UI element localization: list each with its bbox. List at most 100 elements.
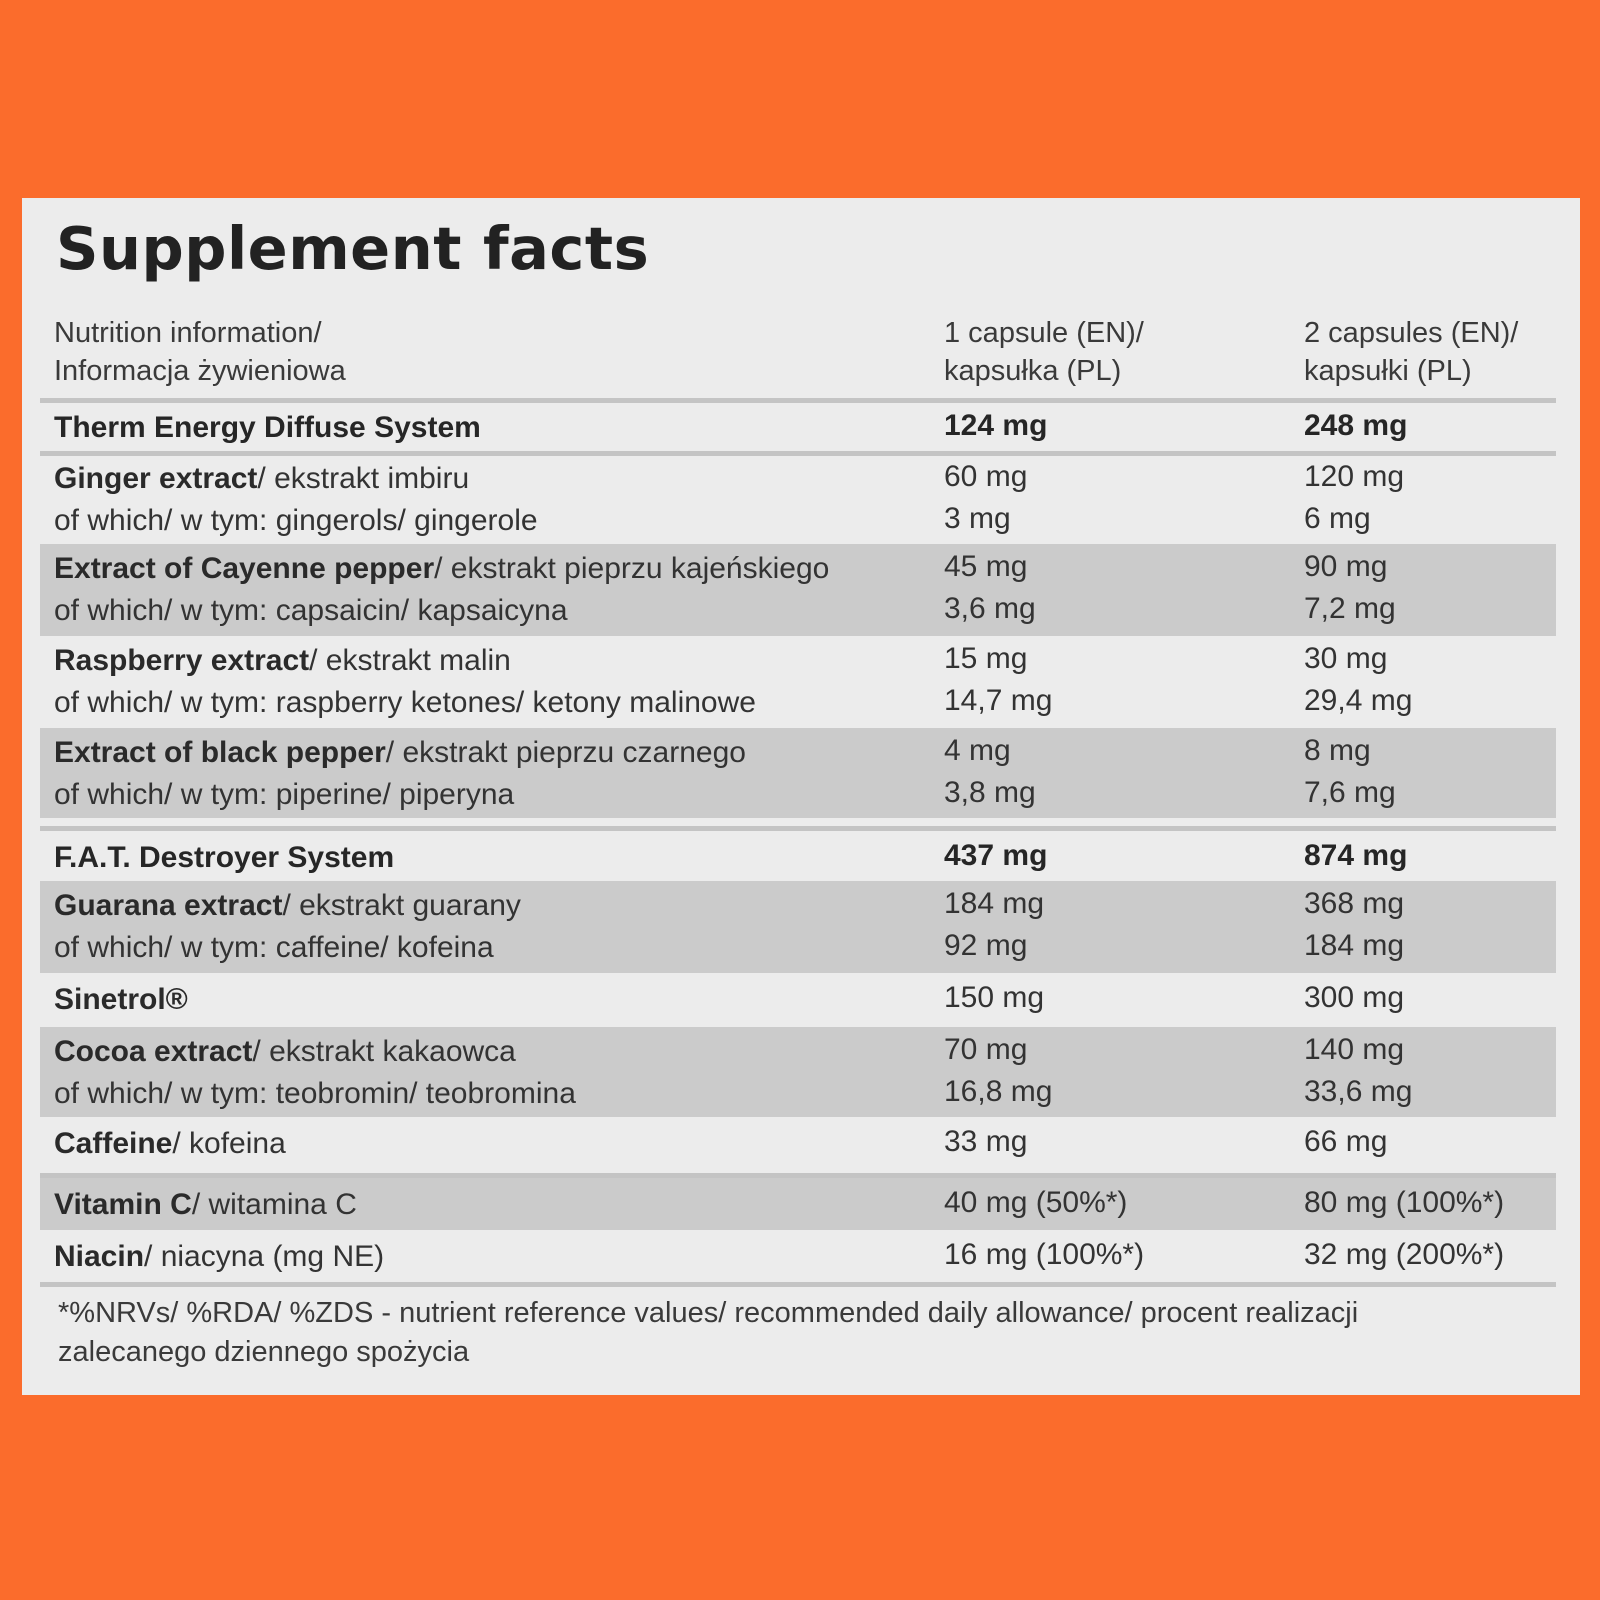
value-2-capsules: 300 mg <box>1304 981 1405 1014</box>
value-sub: 7,2 mg <box>1304 592 1396 625</box>
value: 120 mg <box>1304 460 1405 493</box>
ingredient-translation: / kofeina <box>172 1127 286 1160</box>
value-1-capsule: 40 mg (50%*) <box>944 1186 1128 1219</box>
ingredient-name: Extract of black pepper <box>54 736 386 769</box>
ingredient-translation: / ekstrakt kakaowca <box>252 1035 516 1068</box>
value-sub: 29,4 mg <box>1304 684 1413 717</box>
ingredient-translation: / witamina C <box>191 1188 357 1221</box>
value-2-capsules: 248 mg <box>1304 409 1408 442</box>
column-header-nutrition: Nutrition information/ Informacja żywien… <box>54 314 346 390</box>
column-header-line: 1 capsule (EN)/ <box>944 317 1144 349</box>
value-1-capsule: 4 mg 3,8 mg <box>944 730 1036 814</box>
value-2-capsules: 30 mg 29,4 mg <box>1304 638 1412 722</box>
ingredient-subline: of which/ w tym: gingerols/ gingerole <box>54 504 538 537</box>
supplement-facts-panel: Supplement facts Nutrition information/ … <box>22 198 1580 1395</box>
ingredient-subline: of which/ w tym: teobromin/ teobromina <box>54 1077 576 1110</box>
value: 60 mg <box>944 460 1028 493</box>
table-row-vitamin-c: Vitamin C/ witamina C 40 mg (50%*) 80 mg… <box>40 1178 1556 1230</box>
divider <box>40 398 1556 403</box>
value-sub: 6 mg <box>1304 502 1371 535</box>
value-sub: 33,6 mg <box>1304 1075 1413 1108</box>
ingredient-translation: / ekstrakt pieprzu czarnego <box>385 736 746 769</box>
table-row-therm-system: Therm Energy Diffuse System 124 mg 248 m… <box>40 403 1556 451</box>
value-2-capsules: 140 mg 33,6 mg <box>1304 1029 1412 1113</box>
ingredient-name: Ginger extract <box>54 462 258 495</box>
column-header-line: Informacja żywieniowa <box>54 355 346 387</box>
row-name: F.A.T. Destroyer System <box>54 841 395 874</box>
value-sub: 3,8 mg <box>944 776 1036 809</box>
value: 368 mg <box>1304 887 1405 920</box>
value: 15 mg <box>944 642 1028 675</box>
value-sub: 3 mg <box>944 502 1011 535</box>
value: 70 mg <box>944 1033 1028 1066</box>
divider <box>40 826 1556 831</box>
row-name: Sinetrol® <box>54 979 188 1021</box>
divider <box>40 1282 1556 1287</box>
footnote: *%NRVs/ %RDA/ %ZDS - nutrient reference … <box>58 1297 1359 1368</box>
table-row-sinetrol: Sinetrol® 150 mg 300 mg <box>40 973 1556 1027</box>
value-sub: 16,8 mg <box>944 1075 1053 1108</box>
table-row-black-pepper: Extract of black pepper/ ekstrakt pieprz… <box>40 728 1556 818</box>
column-header-1-capsule: 1 capsule (EN)/ kapsułka (PL) <box>944 314 1144 390</box>
table-row-raspberry: Raspberry extract/ ekstrakt malin of whi… <box>40 636 1556 728</box>
ingredient-name: Extract of Cayenne pepper <box>54 552 435 585</box>
ingredient-translation: / ekstrakt imbiru <box>257 462 470 495</box>
ingredient-subline: of which/ w tym: piperine/ piperyna <box>54 778 515 811</box>
value: 30 mg <box>1304 642 1388 675</box>
table-row-ginger: Ginger extract/ ekstrakt imbiru of which… <box>40 456 1556 544</box>
table-row-niacin: Niacin/ niacyna (mg NE) 16 mg (100%*) 32… <box>40 1230 1556 1282</box>
value-2-capsules: 80 mg (100%*) <box>1304 1186 1505 1219</box>
divider <box>40 1173 1556 1178</box>
ingredient-name: Cocoa extract <box>54 1035 253 1068</box>
page-title: Supplement facts <box>56 214 650 283</box>
value-sub: 7,6 mg <box>1304 776 1396 809</box>
value-sub: 3,6 mg <box>944 592 1036 625</box>
ingredient-name: Caffeine <box>54 1127 173 1160</box>
value-2-capsules: 66 mg <box>1304 1125 1388 1158</box>
value-2-capsules: 120 mg 6 mg <box>1304 456 1404 540</box>
column-header-line: kapsułka (PL) <box>944 355 1122 387</box>
value-1-capsule: 15 mg 14,7 mg <box>944 638 1052 722</box>
table-row-fat-system: F.A.T. Destroyer System 437 mg 874 mg <box>40 831 1556 881</box>
value-sub: 14,7 mg <box>944 684 1053 717</box>
value-1-capsule: 33 mg <box>944 1125 1028 1158</box>
value: 45 mg <box>944 550 1028 583</box>
row-name: Cocoa extract/ ekstrakt kakaowca of whic… <box>54 1031 576 1115</box>
row-name: Guarana extract/ ekstrakt guarany of whi… <box>54 885 521 969</box>
ingredient-subline: of which/ w tym: caffeine/ kofeina <box>54 931 494 964</box>
value-sub: 92 mg <box>944 929 1028 962</box>
value: 184 mg <box>944 887 1045 920</box>
ingredient-name: Niacin <box>54 1240 145 1273</box>
row-name: Caffeine/ kofeina <box>54 1123 286 1165</box>
ingredient-translation: / ekstrakt pieprzu kajeńskiego <box>434 552 830 585</box>
row-name: Niacin/ niacyna (mg NE) <box>54 1236 384 1278</box>
ingredient-name: Guarana extract <box>54 889 283 922</box>
ingredient-subline: of which/ w tym: capsaicin/ kapsaicyna <box>54 594 568 627</box>
value-1-capsule: 16 mg (100%*) <box>944 1238 1145 1271</box>
value-2-capsules: 874 mg <box>1304 839 1408 872</box>
column-header-2-capsules: 2 capsules (EN)/ kapsułki (PL) <box>1304 314 1518 390</box>
ingredient-name: Raspberry extract <box>54 644 310 677</box>
ingredient-translation: / niacyna (mg NE) <box>144 1240 385 1273</box>
table-row-cocoa: Cocoa extract/ ekstrakt kakaowca of whic… <box>40 1027 1556 1117</box>
ingredient-name: Sinetrol® <box>54 983 188 1016</box>
row-name: Ginger extract/ ekstrakt imbiru of which… <box>54 458 538 542</box>
row-name: Therm Energy Diffuse System <box>54 411 481 444</box>
value-2-capsules: 8 mg 7,6 mg <box>1304 730 1396 814</box>
column-header-line: 2 capsules (EN)/ <box>1304 317 1519 349</box>
table-row-guarana: Guarana extract/ ekstrakt guarany of whi… <box>40 881 1556 973</box>
row-name: Vitamin C/ witamina C <box>54 1184 357 1226</box>
value-1-capsule: 70 mg 16,8 mg <box>944 1029 1052 1113</box>
table-row-caffeine: Caffeine/ kofeina 33 mg 66 mg <box>40 1117 1556 1173</box>
row-name: Raspberry extract/ ekstrakt malin of whi… <box>54 640 756 724</box>
value: 90 mg <box>1304 550 1388 583</box>
value-2-capsules: 32 mg (200%*) <box>1304 1238 1505 1271</box>
column-header-line: Nutrition information/ <box>54 317 322 349</box>
value-1-capsule: 45 mg 3,6 mg <box>944 546 1036 630</box>
value: 4 mg <box>944 734 1011 767</box>
ingredient-translation: / ekstrakt malin <box>309 644 511 677</box>
column-header-line: kapsułki (PL) <box>1304 355 1472 387</box>
value-1-capsule: 184 mg 92 mg <box>944 883 1044 967</box>
value-1-capsule: 124 mg <box>944 409 1048 442</box>
row-name: Extract of Cayenne pepper/ ekstrakt piep… <box>54 548 829 632</box>
